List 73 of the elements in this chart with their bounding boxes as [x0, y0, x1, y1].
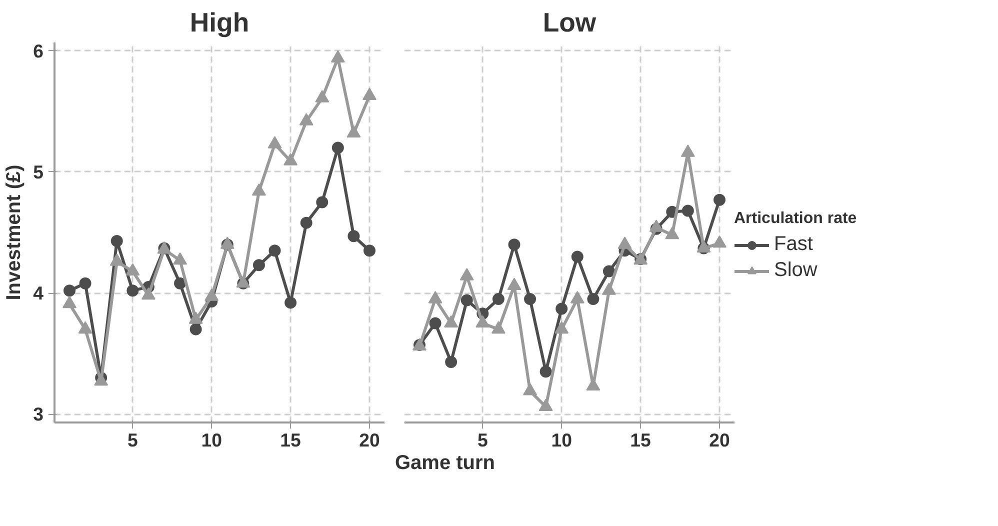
point	[332, 142, 344, 154]
x-tick-label: 5	[127, 430, 138, 450]
point	[665, 226, 680, 240]
x-tick-label: 5	[477, 430, 488, 450]
x-tick-label: 10	[551, 430, 572, 450]
point	[492, 293, 504, 306]
x-axis-title: Game turn	[394, 451, 496, 476]
point	[712, 235, 726, 248]
point	[444, 315, 458, 328]
point	[284, 153, 298, 166]
point	[429, 317, 442, 330]
point	[507, 278, 522, 290]
point	[618, 236, 632, 249]
y-tick-label: 4	[33, 282, 44, 304]
point	[523, 383, 538, 396]
point	[316, 196, 328, 208]
point	[110, 254, 124, 266]
point	[602, 265, 615, 278]
legend-label: Slow	[774, 259, 818, 282]
point	[126, 284, 139, 297]
y-tick-label: 6	[33, 40, 44, 62]
point	[540, 366, 552, 378]
point	[508, 238, 520, 251]
point	[714, 194, 726, 206]
point	[460, 294, 473, 306]
x-tick-label: 15	[630, 430, 651, 450]
point	[64, 284, 76, 297]
x-tick-label: 20	[359, 430, 380, 450]
point	[476, 315, 490, 328]
x-tick-label: 10	[201, 430, 222, 450]
point	[460, 268, 474, 280]
point	[362, 88, 376, 100]
legend-title: Articulation rate	[734, 210, 857, 228]
point	[556, 302, 568, 315]
point	[173, 252, 188, 265]
point	[126, 263, 140, 276]
point	[330, 50, 345, 62]
point	[252, 183, 266, 196]
point	[346, 125, 361, 138]
point	[587, 293, 600, 306]
x-tick-label: 20	[709, 430, 730, 450]
point	[268, 136, 282, 148]
point	[348, 230, 360, 242]
point	[445, 356, 458, 368]
chart-title: High	[190, 8, 250, 38]
y-tick-label: 5	[33, 161, 44, 182]
point	[299, 113, 314, 126]
point	[571, 250, 584, 263]
y-axis-title: Investment (£)	[3, 164, 26, 300]
point	[554, 321, 569, 334]
chart-title: Low	[542, 8, 596, 38]
point	[252, 259, 265, 272]
point	[649, 220, 664, 232]
point	[190, 323, 202, 336]
point	[268, 244, 281, 257]
point	[300, 216, 312, 229]
legend-label: Fast	[774, 233, 813, 256]
point	[428, 291, 442, 304]
point	[602, 282, 616, 295]
point	[538, 398, 553, 412]
point	[110, 234, 123, 247]
point	[491, 321, 506, 334]
point	[680, 144, 695, 157]
x-tick-label: 15	[280, 430, 301, 450]
point	[174, 277, 186, 290]
point	[570, 291, 584, 304]
y-tick-label: 3	[33, 404, 44, 425]
point	[364, 244, 376, 257]
point	[79, 277, 92, 290]
point	[682, 204, 694, 217]
point	[524, 293, 536, 306]
point	[315, 90, 330, 102]
point	[284, 296, 297, 309]
